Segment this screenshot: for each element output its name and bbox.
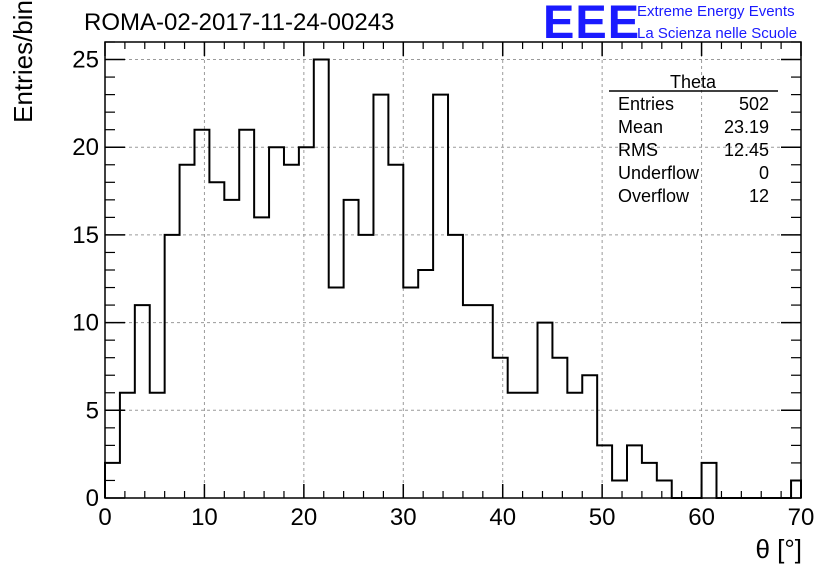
y-tick-label: 5 [86,397,99,424]
stats-row-label: Underflow [618,163,700,183]
y-tick-label: 10 [72,310,99,337]
stats-row-label: RMS [618,140,658,160]
stats-row-value: 23.19 [724,117,769,137]
x-tick-label: 50 [589,504,616,531]
org-name-line1: Extreme Energy Events [637,3,795,20]
x-tick-label: 10 [191,504,218,531]
stats-title: Theta [670,72,717,92]
stats-row-label: Overflow [618,186,690,206]
org-name-line2: La Scienza nelle Scuole [637,25,798,42]
histogram-line [104,58,802,499]
x-tick-label: 30 [390,504,417,531]
stats-row-value: 12.45 [724,140,769,160]
x-tick-label: 70 [788,504,815,531]
x-axis-label: θ [°] [755,534,802,564]
stats-box: Theta Entries 502 Mean 23.19 RMS 12.45 Underfl… [609,72,778,206]
x-tick-label: 40 [489,504,516,531]
stats-row-label: Entries [618,94,674,114]
y-tick-label: 15 [72,222,99,249]
stats-row-value: 12 [749,186,769,206]
axis-ticks [104,41,802,499]
stats-row-label: Mean [618,117,663,137]
plot-frame [104,41,802,499]
run-title: ROMA-02-2017-11-24-00243 [84,9,395,36]
x-tick-label: 0 [98,504,111,531]
x-tick-label: 20 [291,504,318,531]
tick-labels: 0 10 20 30 40 50 60 70 0 5 10 15 20 25 [72,47,814,531]
y-tick-label: 25 [72,47,99,74]
x-tick-label: 60 [688,504,715,531]
y-tick-label: 20 [72,134,99,161]
y-tick-label: 0 [86,485,99,512]
stats-row-value: 0 [759,163,769,183]
eee-logo: EEE [543,0,641,48]
grid-lines [105,42,801,498]
stats-row-value: 502 [739,94,769,114]
